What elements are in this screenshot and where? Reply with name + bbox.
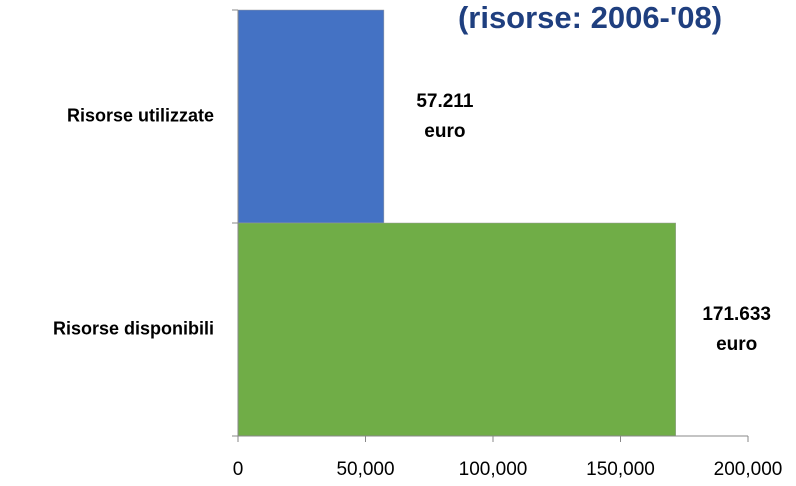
value-label: 171.633 euro <box>702 303 771 355</box>
x-tick-label: 150,000 <box>586 459 655 480</box>
chart-title: (risorse: 2006-'08) <box>458 0 722 35</box>
x-tick-label: 0 <box>233 459 244 480</box>
x-tick-label: 50,000 <box>336 459 394 480</box>
bar <box>237 9 385 224</box>
x-tick-label: 100,000 <box>459 459 528 480</box>
x-tick-label: 200,000 <box>714 459 783 480</box>
y-tick-label: Risorse disponibili <box>53 318 214 338</box>
value-label: 57.211 euro <box>416 90 474 142</box>
bar <box>237 222 676 437</box>
y-tick-label: Risorse utilizzate <box>67 105 214 125</box>
